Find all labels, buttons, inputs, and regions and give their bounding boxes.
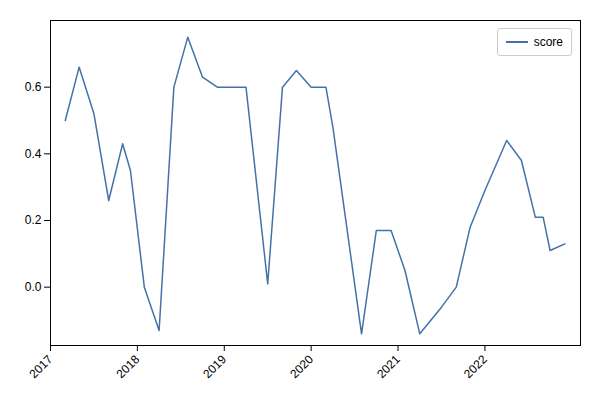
svg-text:0.6: 0.6: [25, 80, 42, 94]
svg-text:2017: 2017: [27, 352, 56, 381]
svg-text:2021: 2021: [374, 352, 403, 381]
svg-text:2018: 2018: [113, 352, 142, 381]
svg-text:2022: 2022: [461, 352, 490, 381]
svg-text:0.4: 0.4: [25, 147, 42, 161]
svg-text:2020: 2020: [287, 352, 316, 381]
svg-text:0.2: 0.2: [25, 213, 42, 227]
svg-text:2019: 2019: [200, 352, 229, 381]
svg-text:0.0: 0.0: [25, 280, 42, 294]
html-text:score: score: [533, 35, 563, 49]
